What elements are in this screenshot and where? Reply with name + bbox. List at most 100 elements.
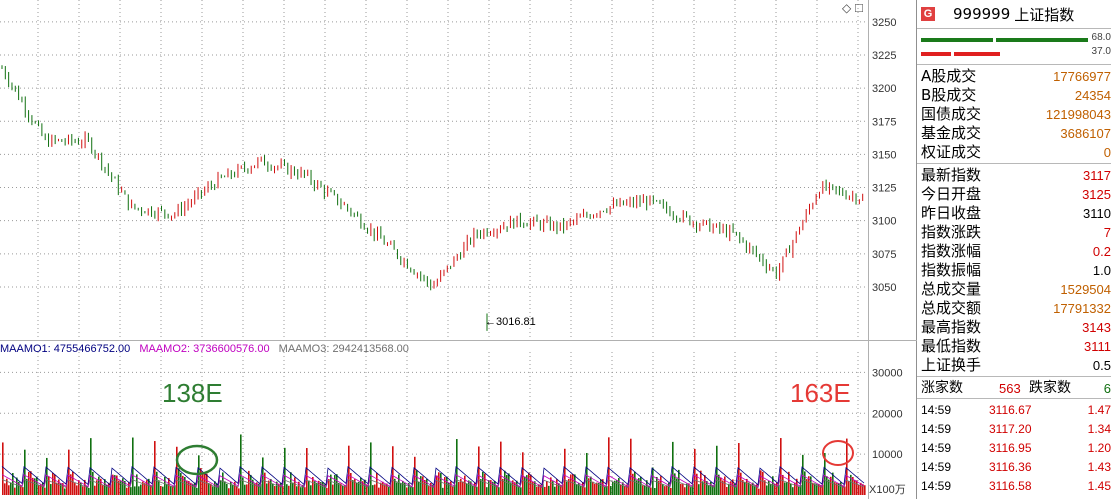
volume-bar: [314, 481, 316, 495]
volume-bar: [288, 485, 290, 495]
volume-bar: [332, 484, 334, 495]
volume-bar: [442, 487, 444, 495]
diamond-icon[interactable]: ◇: [842, 1, 852, 15]
low-marker-label: ←3016.81: [485, 316, 536, 328]
price-tick-label: 3225: [872, 50, 896, 62]
volume-bar: [240, 434, 242, 495]
volume-bar: [656, 476, 658, 495]
volume-bar: [152, 482, 154, 495]
volume-bar: [164, 476, 166, 495]
volume-bar: [694, 448, 696, 495]
volume-bar: [438, 472, 440, 495]
up-count-label: 涨家数: [921, 380, 963, 396]
volume-bar: [156, 471, 158, 495]
volume-bar: [764, 480, 766, 495]
volume-bar: [858, 484, 860, 495]
volume-bar: [136, 474, 138, 495]
volume-bar: [550, 477, 552, 495]
volume-bar: [452, 486, 454, 495]
volume-bar: [590, 476, 592, 495]
volume-bar: [794, 482, 796, 495]
volume-bar: [462, 481, 464, 495]
volume-bar: [662, 484, 664, 495]
volume-bar: [402, 480, 404, 495]
row-label: 今日开盘: [921, 185, 982, 203]
volume-bar: [366, 484, 368, 495]
volume-bar: [316, 482, 318, 495]
volume-bar: [24, 449, 26, 495]
volume-ma-line: [1, 465, 865, 486]
volume-bar: [596, 482, 598, 495]
volume-bar: [142, 481, 144, 495]
divider: [917, 28, 1111, 29]
quote-panel: G 999999 上证指数 68.0 37.0 A股成交 17766977 B股成交…: [917, 0, 1111, 499]
volume-bar: [454, 484, 456, 495]
volume-bar: [790, 483, 792, 495]
volume-bar: [582, 482, 584, 495]
divider: [917, 376, 1111, 377]
volume-bar: [522, 452, 524, 495]
volume-bar: [392, 446, 394, 495]
volume-bar: [336, 474, 338, 495]
volume-bar: [86, 485, 88, 495]
up-count-value: 563: [999, 381, 1021, 396]
volume-bar: [490, 480, 492, 495]
volume-bar: [90, 438, 92, 495]
volume-bar: [378, 487, 380, 495]
volume-bar: [42, 482, 44, 495]
close-icon[interactable]: □: [855, 0, 863, 15]
volume-bar: [636, 480, 638, 495]
volume-bar: [36, 476, 38, 495]
ratio-bar-red-b: [954, 52, 1000, 56]
volume-bar: [4, 483, 6, 495]
volume-bar: [474, 482, 476, 495]
volume-bar: [202, 473, 204, 495]
price-grid: [0, 0, 866, 338]
volume-bar: [860, 482, 862, 495]
row-label: 昨日收盘: [921, 204, 982, 222]
volume-bar: [246, 484, 248, 495]
volume-bar: [610, 486, 612, 495]
volume-bar: [630, 438, 632, 495]
volume-bar: [290, 472, 292, 495]
volume-bar: [774, 483, 776, 495]
volume-bar: [376, 472, 378, 495]
volume-bar: [418, 482, 420, 495]
volume-bar: [594, 483, 596, 495]
volume-bar: [410, 486, 412, 495]
volume-tick-label: 20000: [872, 408, 903, 420]
row-label: 总成交额: [921, 299, 982, 317]
volume-bar: [586, 452, 588, 495]
stat-row: 昨日收盘 3110: [917, 204, 1111, 223]
volume-bar: [428, 486, 430, 495]
volume-bar: [554, 486, 556, 495]
stat-row: 总成交量 1529504: [917, 280, 1111, 299]
volume-bar: [254, 483, 256, 495]
volume-bar: [720, 477, 722, 495]
volume-bar: [16, 477, 18, 495]
ratio-top: 68.0: [1091, 32, 1111, 43]
row-label: B股成交: [921, 86, 977, 104]
volume-bar: [74, 483, 76, 495]
volume-bar: [364, 479, 366, 495]
volume-bar: [344, 485, 346, 495]
volume-bar: [536, 486, 538, 495]
tick-time: 14:59: [921, 422, 952, 436]
volume-bar: [746, 478, 748, 495]
row-label: 最新指数: [921, 166, 982, 184]
volume-bar: [606, 486, 608, 495]
volume-bar: [370, 442, 372, 495]
volume-bar: [422, 476, 424, 495]
volume-bar: [260, 483, 262, 495]
volume-bar: [158, 480, 160, 495]
price-candles: [1, 65, 864, 291]
volume-bar: [784, 482, 786, 495]
row-label: 权证成交: [921, 143, 982, 161]
volume-bar: [238, 488, 240, 495]
stat-row: 总成交额 17791332: [917, 299, 1111, 318]
volume-bar: [566, 481, 568, 495]
volume-bar: [664, 486, 666, 495]
volume-bar: [166, 483, 168, 495]
volume-bar: [432, 484, 434, 495]
volume-bar: [478, 446, 480, 495]
